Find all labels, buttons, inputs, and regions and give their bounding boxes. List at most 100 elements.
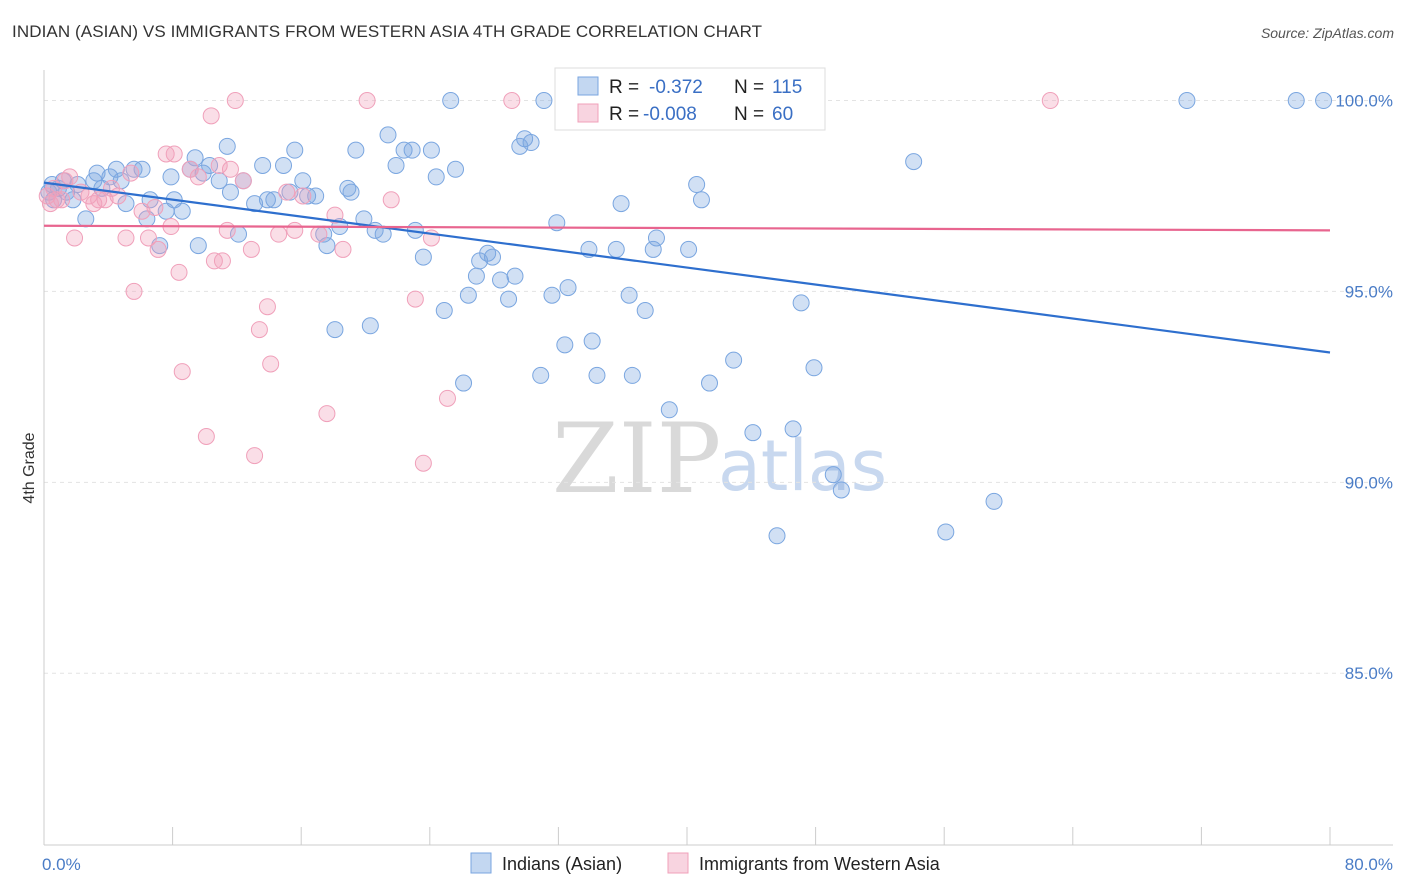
point-immigrants-western-asia xyxy=(438,389,456,407)
point-indians-asian xyxy=(623,366,641,384)
point-indians-asian xyxy=(660,401,678,419)
y-tick-labels: 85.0% 90.0% 95.0% 100.0% xyxy=(1335,92,1393,684)
chart-title: INDIAN (ASIAN) VS IMMIGRANTS FROM WESTER… xyxy=(12,22,763,41)
legend-r-value-pink: -0.008 xyxy=(643,104,697,125)
point-indians-asian xyxy=(701,374,719,392)
point-indians-asian xyxy=(588,366,606,384)
point-indians-asian xyxy=(447,160,465,178)
point-immigrants-western-asia xyxy=(250,321,268,339)
point-immigrants-western-asia xyxy=(66,229,84,247)
point-indians-asian xyxy=(162,168,180,186)
legend-box xyxy=(554,67,826,131)
legend-swatch-blue xyxy=(577,76,599,96)
point-indians-asian xyxy=(218,137,236,155)
watermark-atlas: atlas xyxy=(718,425,887,507)
point-indians-asian xyxy=(532,366,550,384)
point-immigrants-western-asia xyxy=(242,240,260,258)
point-indians-asian xyxy=(379,126,397,144)
point-immigrants-western-asia xyxy=(202,107,220,125)
point-immigrants-western-asia xyxy=(318,405,336,423)
point-indians-asian xyxy=(265,191,283,209)
point-immigrants-western-asia xyxy=(197,428,215,446)
point-indians-asian xyxy=(442,92,460,110)
point-indians-asian xyxy=(107,160,125,178)
point-indians-asian xyxy=(254,156,272,174)
point-immigrants-western-asia xyxy=(139,229,157,247)
y-tick-label: 90.0% xyxy=(1345,473,1393,492)
watermark-zip: ZIP xyxy=(552,403,721,515)
point-indians-asian xyxy=(414,248,432,266)
point-indians-asian xyxy=(210,172,228,190)
point-indians-asian xyxy=(435,302,453,320)
point-immigrants-western-asia xyxy=(146,198,164,216)
point-indians-asian xyxy=(189,237,207,255)
point-indians-asian xyxy=(133,160,151,178)
point-indians-asian xyxy=(459,286,477,304)
point-indians-asian xyxy=(492,271,510,289)
point-indians-asian xyxy=(744,424,762,442)
point-indians-asian xyxy=(455,374,473,392)
point-immigrants-western-asia xyxy=(270,225,288,243)
point-indians-asian xyxy=(275,156,293,174)
point-indians-asian xyxy=(173,202,191,220)
legend-r-value-blue: -0.372 xyxy=(649,77,703,98)
point-indians-asian xyxy=(1178,92,1196,110)
point-indians-asian xyxy=(647,229,665,247)
point-immigrants-western-asia xyxy=(414,454,432,472)
point-immigrants-western-asia xyxy=(117,229,135,247)
point-immigrants-western-asia xyxy=(358,92,376,110)
point-indians-asian xyxy=(467,267,485,285)
point-immigrants-western-asia xyxy=(258,298,276,316)
trendline-immigrants-western-asia xyxy=(43,224,1331,232)
point-indians-asian xyxy=(583,332,601,350)
point-indians-asian xyxy=(792,294,810,312)
point-immigrants-western-asia xyxy=(503,92,521,110)
point-indians-asian xyxy=(543,286,561,304)
point-indians-asian xyxy=(832,481,850,499)
trendline-indians-asian xyxy=(43,181,1331,354)
point-indians-asian xyxy=(985,492,1003,510)
point-indians-asian xyxy=(692,191,710,209)
source-label: Source: ZipAtlas.com xyxy=(1260,25,1394,41)
point-indians-asian xyxy=(361,317,379,335)
point-indians-asian xyxy=(307,187,325,205)
point-indians-asian xyxy=(620,286,638,304)
y-axis-title: 4th Grade xyxy=(21,432,38,503)
bottom-legend-swatch-blue xyxy=(470,852,492,874)
point-immigrants-western-asia xyxy=(210,156,228,174)
point-immigrants-western-asia xyxy=(109,187,127,205)
point-indians-asian xyxy=(246,195,264,213)
trendlines xyxy=(43,181,1331,354)
point-indians-asian xyxy=(286,141,304,159)
point-immigrants-western-asia xyxy=(213,252,231,270)
point-immigrants-western-asia xyxy=(294,187,312,205)
point-indians-asian xyxy=(535,92,553,110)
point-immigrants-western-asia xyxy=(278,183,296,201)
point-immigrants-western-asia xyxy=(53,191,71,209)
bottom-legend-swatch-pink xyxy=(667,852,689,874)
y-tick-label: 85.0% xyxy=(1345,664,1393,683)
point-indians-asian xyxy=(607,240,625,258)
point-immigrants-western-asia xyxy=(48,191,66,209)
point-indians-asian xyxy=(768,527,786,545)
point-indians-asian xyxy=(427,168,445,186)
point-immigrants-western-asia xyxy=(218,221,236,239)
x-tick-label-max: 80.0% xyxy=(1345,855,1393,874)
legend-r-label-blue: R = xyxy=(609,77,639,98)
point-indians-asian xyxy=(725,351,743,369)
y-tick-label: 100.0% xyxy=(1335,92,1393,111)
series-legend: Indians (Asian) Immigrants from Western … xyxy=(470,852,941,874)
point-indians-asian xyxy=(805,359,823,377)
legend-swatch-pink xyxy=(577,103,599,123)
point-immigrants-western-asia xyxy=(246,447,264,465)
point-indians-asian xyxy=(559,279,577,297)
point-immigrants-western-asia xyxy=(221,160,239,178)
point-indians-asian xyxy=(347,141,365,159)
point-indians-asian xyxy=(937,523,955,541)
point-indians-asian xyxy=(483,248,501,266)
point-immigrants-western-asia xyxy=(326,206,344,224)
point-indians-asian xyxy=(1315,92,1333,110)
bottom-legend-label-blue: Indians (Asian) xyxy=(502,854,622,874)
point-indians-asian xyxy=(824,466,842,484)
point-indians-asian xyxy=(186,149,204,167)
